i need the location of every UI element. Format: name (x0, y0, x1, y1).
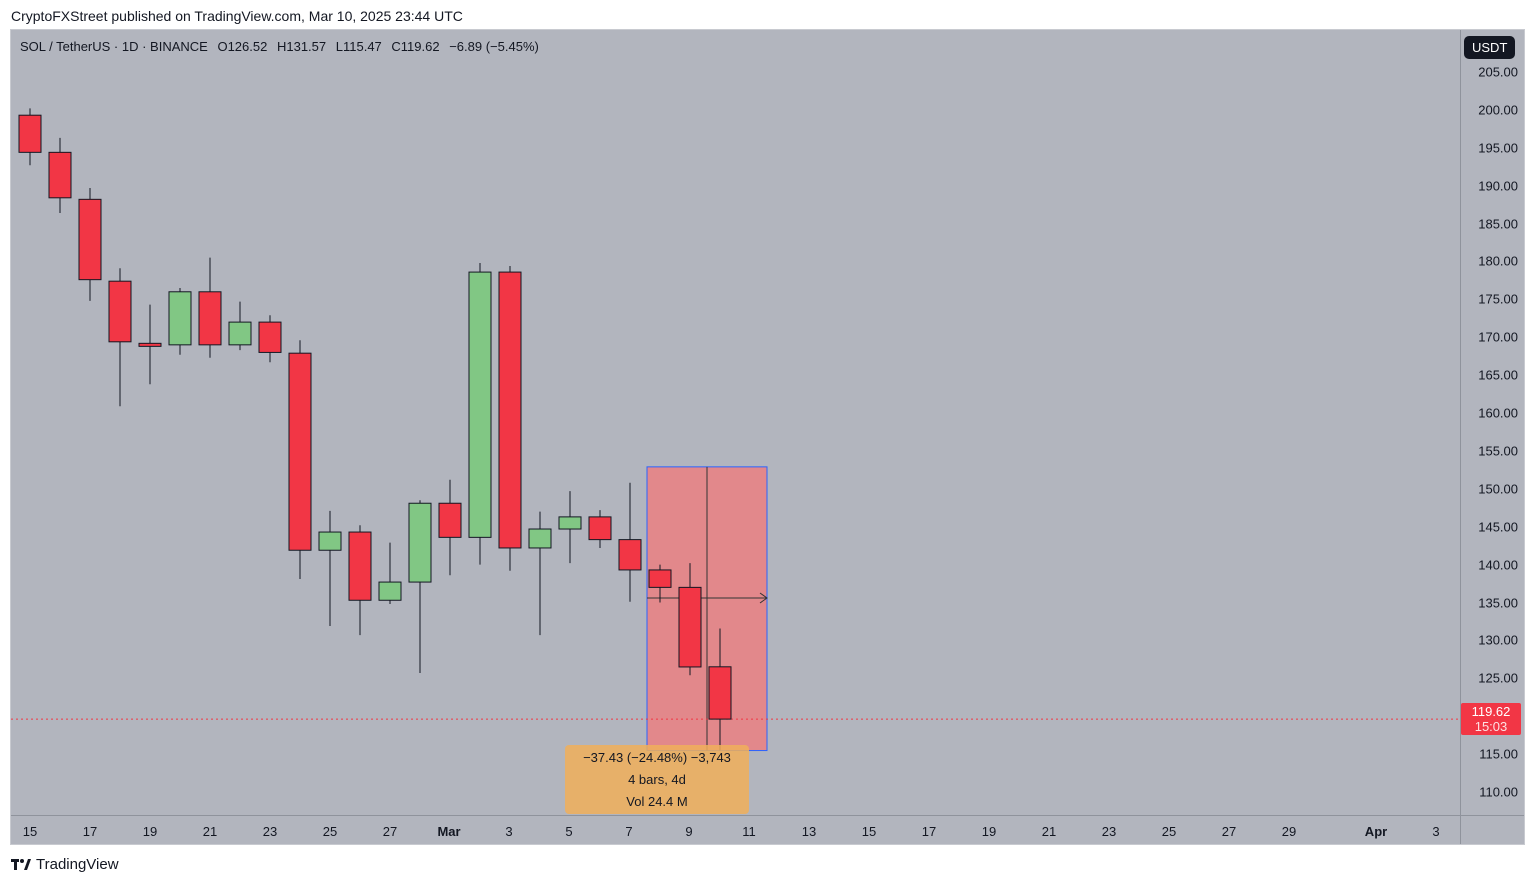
candle-body (708, 666, 732, 720)
candle-body (378, 581, 402, 601)
symbol-legend: SOL / TetherUS · 1D · BINANCE O126.52 H1… (20, 39, 545, 54)
price-tick-label: 205.00 (1478, 64, 1518, 80)
bar-countdown: 15:03 (1474, 719, 1508, 735)
price-tick-label: 155.00 (1478, 443, 1518, 459)
tradingview-logo: TradingView (11, 856, 119, 873)
candle-body (618, 539, 642, 571)
price-tick-label: 135.00 (1478, 595, 1518, 611)
tradingview-logo-icon (11, 858, 31, 870)
time-tick-label: 21 (1041, 824, 1057, 839)
chart-bottom-row: 15 17 19 21 23 25 27 Mar 3 5 7 9 11 13 15 17 19 21 23 25 27 2… (11, 815, 1524, 844)
time-tick-label: 21 (202, 824, 218, 839)
last-price-label: 119.62 15:03 (1461, 703, 1521, 736)
time-tick-label: Mar (437, 824, 461, 839)
time-tick-label: 5 (565, 824, 573, 839)
price-tick-label: 110.00 (1479, 784, 1518, 800)
price-tick-label: 145.00 (1478, 519, 1518, 535)
candle-body (408, 502, 432, 583)
time-tick-label: 17 (921, 824, 937, 839)
candle-body (318, 531, 342, 551)
candle-body (528, 528, 552, 549)
candle-body (138, 342, 162, 347)
candle-body (18, 114, 42, 153)
measure-change: −37.43 (−24.48%) −3,743 (583, 750, 731, 765)
price-tick-label: 195.00 (1478, 140, 1518, 156)
ohlc-open: O126.52 (217, 39, 268, 54)
candle-body (48, 151, 72, 199)
time-tick-label: 11 (742, 824, 756, 839)
time-tick-label: 25 (1161, 824, 1177, 839)
candle-body (678, 586, 702, 668)
chart-plot-area[interactable]: SOL / TetherUS · 1D · BINANCE O126.52 H1… (11, 30, 1460, 815)
time-tick-label: 23 (1101, 824, 1117, 839)
time-tick-label: 3 (1432, 824, 1440, 839)
time-tick-label: 15 (861, 824, 877, 839)
time-tick-label: 15 (22, 824, 38, 839)
price-tick-label: 180.00 (1478, 253, 1518, 269)
candle-body (108, 280, 132, 343)
axis-corner (1460, 815, 1524, 844)
footer-brand: TradingView (36, 856, 119, 873)
time-tick-label: 7 (625, 824, 633, 839)
time-tick-label: 19 (142, 824, 158, 839)
symbol-info[interactable]: SOL / TetherUS · 1D · BINANCE (20, 39, 208, 54)
measure-arrow-head (759, 592, 768, 604)
time-tick-label: 23 (262, 824, 278, 839)
last-price: 119.62 (1471, 704, 1511, 720)
candle-body (558, 516, 582, 530)
candle-body (78, 198, 102, 281)
price-tick-label: 115.00 (1479, 746, 1518, 762)
candle-body (198, 291, 222, 346)
time-tick-label: 29 (1281, 824, 1297, 839)
candle-body (498, 271, 522, 549)
candlestick-chart (11, 108, 1460, 752)
candle-body (468, 271, 492, 538)
ohlc-low: L115.47 (335, 39, 382, 54)
candle-body (348, 531, 372, 601)
measure-bars: 4 bars, 4d (628, 772, 686, 787)
time-tick-label: 3 (505, 824, 513, 839)
price-tick-label: 140.00 (1478, 557, 1518, 573)
chart-frame: SOL / TetherUS · 1D · BINANCE O126.52 H1… (10, 29, 1525, 845)
candle-body (288, 352, 312, 551)
price-tick-label: 170.00 (1478, 329, 1518, 345)
price-tick-label: 200.00 (1478, 102, 1518, 118)
ohlc-change: −6.89 (−5.45%) (449, 39, 539, 54)
candle-body (168, 291, 192, 346)
candle-body (258, 321, 282, 353)
price-axis[interactable]: USDT 119.62 15:03 205.00 200.00 195.00 190.… (1460, 30, 1524, 815)
candle-body (228, 321, 252, 346)
ohlc-close: C119.62 (391, 39, 440, 54)
price-tick-label: 150.00 (1478, 481, 1518, 497)
price-tick-label: 185.00 (1478, 216, 1518, 232)
ohlc-high: H131.57 (276, 39, 327, 54)
candle-body (588, 516, 612, 541)
time-tick-label: 27 (1221, 824, 1237, 839)
time-tick-label: 17 (82, 824, 98, 839)
time-axis[interactable]: 15 17 19 21 23 25 27 Mar 3 5 7 9 11 13 15 17 19 21 23 25 27 2… (11, 815, 1460, 844)
time-tick-label: Apr (1364, 824, 1388, 839)
price-tick-label: 125.00 (1478, 670, 1518, 686)
measure-label: −37.43 (−24.48%) −3,743 4 bars, 4d Vol 2… (565, 745, 749, 814)
time-tick-label: 13 (801, 824, 817, 839)
chart-top-row: SOL / TetherUS · 1D · BINANCE O126.52 H1… (11, 30, 1524, 815)
price-tick-label: 160.00 (1478, 405, 1518, 421)
candle-body (648, 569, 672, 588)
price-tick-label: 190.00 (1478, 178, 1518, 194)
price-tick-label: 165.00 (1478, 367, 1518, 383)
time-tick-label: 9 (685, 824, 693, 839)
time-tick-label: 19 (981, 824, 997, 839)
candle-body (438, 502, 462, 538)
price-tick-label: 130.00 (1478, 632, 1518, 648)
time-tick-label: 25 (322, 824, 338, 839)
time-tick-label: 27 (382, 824, 398, 839)
measure-volume: Vol 24.4 M (626, 794, 688, 809)
currency-button[interactable]: USDT (1464, 36, 1516, 59)
publisher-line: CryptoFXStreet published on TradingView.… (11, 8, 463, 24)
price-tick-label: 175.00 (1478, 291, 1518, 307)
